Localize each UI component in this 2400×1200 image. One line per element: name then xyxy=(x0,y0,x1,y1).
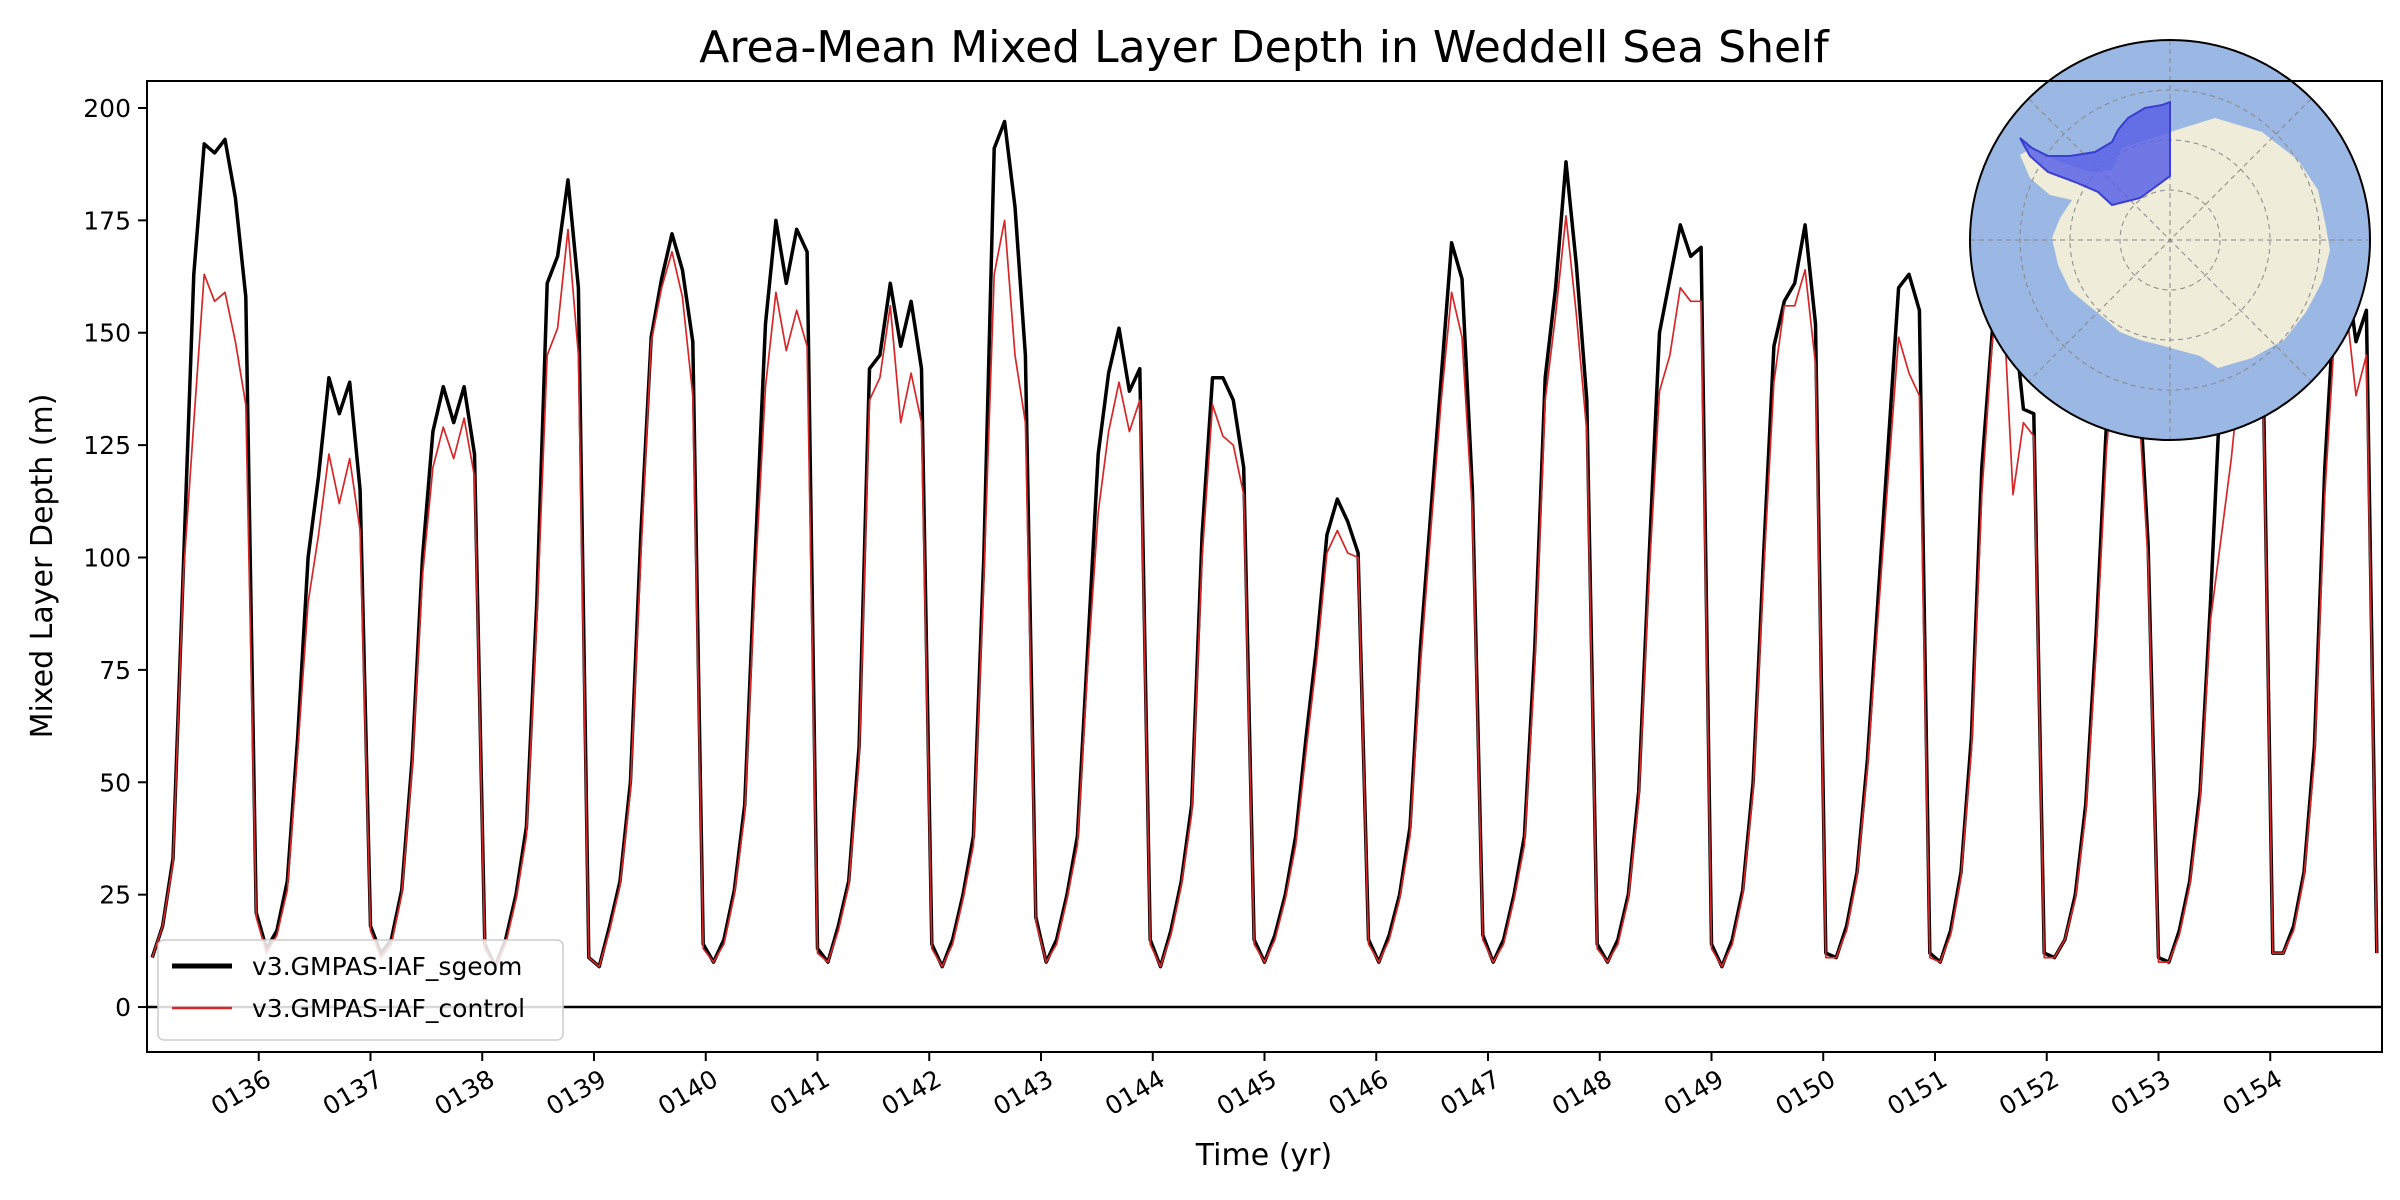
y-tick-label: 25 xyxy=(99,881,131,910)
y-tick-label: 125 xyxy=(83,431,131,460)
x-tick-label: 0149 xyxy=(1659,1064,1729,1121)
y-tick-label: 200 xyxy=(83,94,131,123)
legend-label-control: v3.GMPAS-IAF_control xyxy=(252,994,525,1023)
x-tick-label: 0150 xyxy=(1771,1064,1841,1121)
x-tick-label: 0145 xyxy=(1212,1064,1282,1121)
x-tick-label: 0151 xyxy=(1882,1064,1952,1121)
x-tick-label: 0153 xyxy=(2106,1064,2176,1121)
x-tick-label: 0152 xyxy=(1994,1064,2064,1121)
x-tick-label: 0137 xyxy=(318,1064,388,1121)
x-tick-label: 0142 xyxy=(877,1064,947,1121)
series-line-control xyxy=(151,215,2378,968)
x-tick-label: 0147 xyxy=(1435,1064,1505,1121)
x-tick-label: 0146 xyxy=(1324,1064,1394,1121)
x-tick-label: 0148 xyxy=(1547,1064,1617,1121)
y-axis-label: Mixed Layer Depth (m) xyxy=(25,394,60,739)
y-tick-label: 150 xyxy=(83,319,131,348)
x-axis-label: Time (yr) xyxy=(1195,1138,1332,1173)
legend: v3.GMPAS-IAF_sgeom v3.GMPAS-IAF_control xyxy=(157,939,564,1041)
y-tick-label: 75 xyxy=(99,656,131,685)
x-tick-label: 0143 xyxy=(988,1064,1058,1121)
x-tick-label: 0138 xyxy=(430,1064,500,1121)
plot-area-frame xyxy=(146,80,2383,1053)
x-axis-ticks: 0136 0137 0138 0139 0140 0141 0142 0143 0144 0145… xyxy=(206,1052,2287,1121)
inset-map-weddell-region xyxy=(2019,100,2171,207)
y-tick-label: 100 xyxy=(83,544,131,573)
x-tick-label: 0136 xyxy=(206,1064,276,1121)
legend-box xyxy=(157,939,564,1041)
x-tick-label: 0139 xyxy=(541,1064,611,1121)
x-tick-label: 0140 xyxy=(653,1064,723,1121)
y-tick-label: 0 xyxy=(115,993,131,1022)
antarctica-inset-map xyxy=(1969,39,2371,441)
x-tick-label: 0141 xyxy=(765,1064,835,1121)
y-axis-ticks: 0 25 50 75 100 125 150 175 200 xyxy=(83,94,147,1022)
x-tick-label: 0154 xyxy=(2218,1064,2288,1121)
chart-title: Area-Mean Mixed Layer Depth in Weddell S… xyxy=(699,22,1830,73)
y-tick-label: 50 xyxy=(99,768,131,797)
inset-map-border xyxy=(1969,39,2371,441)
legend-label-sgeom: v3.GMPAS-IAF_sgeom xyxy=(252,952,522,981)
x-tick-label: 0144 xyxy=(1100,1064,1170,1121)
y-tick-label: 175 xyxy=(83,206,131,235)
